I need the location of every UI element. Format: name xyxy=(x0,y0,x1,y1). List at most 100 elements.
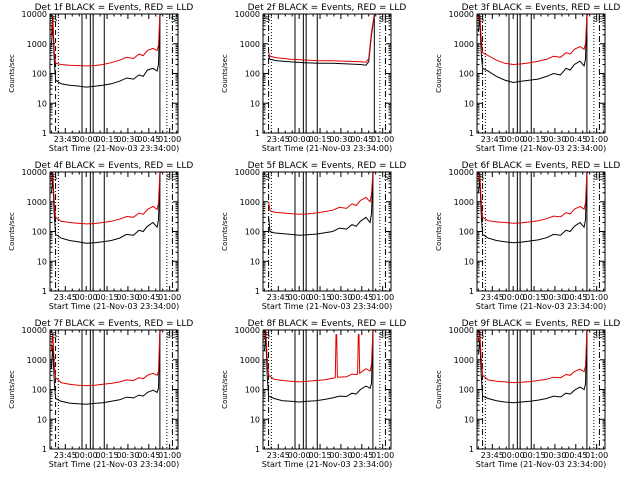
x-tick-label: 01:00 xyxy=(585,451,608,460)
start-marker: S xyxy=(52,331,57,340)
x-tick-label: 00:30 xyxy=(116,135,139,144)
x-tick-label: 00:45 xyxy=(350,293,373,302)
y-tick-label: 1 xyxy=(42,129,47,138)
x-axis-label: Start Time (21-Nov-03 23:34:00) xyxy=(49,302,179,311)
panel-title: Det 2f BLACK = Events, RED = LLD xyxy=(248,3,407,13)
start-marker: S xyxy=(479,173,484,182)
end-marker: S xyxy=(171,15,176,24)
x-tick-label: 01:00 xyxy=(371,135,394,144)
x-axis-label: Start Time (21-Nov-03 23:34:00) xyxy=(476,144,606,153)
panel-title: Det 4f BLACK = Events, RED = LLD xyxy=(35,161,194,171)
y-tick-label: 10 xyxy=(37,99,47,108)
y-axis-label: Counts/sec xyxy=(221,212,229,251)
y-tick-label: 10000 xyxy=(235,168,260,177)
x-tick-label: 00:45 xyxy=(564,135,587,144)
y-tick-label: 1 xyxy=(255,287,260,296)
series-events xyxy=(477,329,589,404)
x-tick-label: 00:30 xyxy=(543,135,566,144)
x-tick-label: 00:45 xyxy=(350,135,373,144)
start-marker: S xyxy=(265,331,270,340)
y-tick-label: 10 xyxy=(250,99,260,108)
x-tick-label: 01:00 xyxy=(158,293,181,302)
series-lld xyxy=(268,14,375,63)
series-events xyxy=(477,171,589,244)
y-tick-label: 10000 xyxy=(235,10,260,19)
x-tick-label: 00:15 xyxy=(96,293,119,302)
y-axis-label: Counts/sec xyxy=(435,370,443,409)
x-tick-label: 00:30 xyxy=(329,135,352,144)
end-marker: SE xyxy=(593,173,603,182)
series-events xyxy=(50,13,162,88)
series-lld xyxy=(477,329,589,384)
y-tick-label: 100 xyxy=(245,386,260,395)
y-tick-label: 10000 xyxy=(22,326,47,335)
x-tick-label: 00:30 xyxy=(116,293,139,302)
panel-title: Det 1f BLACK = Events, RED = LLD xyxy=(35,3,194,13)
x-axis-label: Start Time (21-Nov-03 23:34:00) xyxy=(262,460,392,469)
series-lld xyxy=(50,13,162,67)
y-tick-label: 10 xyxy=(464,257,474,266)
x-tick-label: 00:15 xyxy=(523,451,546,460)
y-axis-label: Counts/sec xyxy=(435,54,443,93)
x-tick-label: 00:30 xyxy=(329,451,352,460)
x-tick-label: 00:30 xyxy=(543,293,566,302)
y-tick-label: 10 xyxy=(464,99,474,108)
x-tick-label: 01:00 xyxy=(158,451,181,460)
end-marker: SE xyxy=(593,331,603,340)
end-marker: S xyxy=(384,173,389,182)
y-tick-label: 10000 xyxy=(22,168,47,177)
x-tick-label: 00:15 xyxy=(96,135,119,144)
y-tick-label: 10000 xyxy=(449,10,474,19)
x-tick-label: 00:30 xyxy=(116,451,139,460)
y-tick-label: 10 xyxy=(250,415,260,424)
y-axis-label: Counts/sec xyxy=(221,370,229,409)
y-tick-label: 1 xyxy=(469,129,474,138)
x-tick-label: 00:00 xyxy=(75,293,98,302)
y-tick-label: 1 xyxy=(42,287,47,296)
x-tick-label: 00:00 xyxy=(75,451,98,460)
series-events xyxy=(268,15,375,66)
y-tick-label: 100 xyxy=(459,386,474,395)
x-tick-label: 23:45 xyxy=(267,293,290,302)
start-marker: S xyxy=(52,15,57,24)
x-tick-label: 01:00 xyxy=(371,293,394,302)
series-lld xyxy=(263,329,375,383)
y-tick-label: 1 xyxy=(469,287,474,296)
x-tick-label: 00:00 xyxy=(288,135,311,144)
y-tick-label: 100 xyxy=(245,228,260,237)
start-marker: S xyxy=(52,173,57,182)
end-marker: SE xyxy=(166,331,176,340)
x-axis-label: Start Time (21-Nov-03 23:34:00) xyxy=(262,302,392,311)
x-tick-label: 00:15 xyxy=(96,451,119,460)
x-tick-label: 00:30 xyxy=(329,293,352,302)
panel-title: Det 7f BLACK = Events, RED = LLD xyxy=(35,319,194,329)
panel-title: Det 8f BLACK = Events, RED = LLD xyxy=(248,319,407,329)
x-tick-label: 00:15 xyxy=(309,451,332,460)
panel-3: Det 3f BLACK = Events, RED = LLD S SE 1 10 10… xyxy=(435,3,620,153)
y-tick-label: 1000 xyxy=(240,40,260,49)
y-tick-label: 100 xyxy=(32,70,47,79)
end-marker: SE xyxy=(379,15,389,24)
x-tick-label: 23:45 xyxy=(54,135,77,144)
y-tick-label: 1000 xyxy=(240,356,260,365)
x-tick-label: 00:15 xyxy=(523,293,546,302)
panel-4: Det 4f BLACK = Events, RED = LLD S SE 1 10 10… xyxy=(8,161,193,311)
plot-frame xyxy=(49,329,179,450)
x-tick-label: 00:30 xyxy=(543,451,566,460)
x-tick-label: 00:45 xyxy=(137,293,160,302)
x-axis-label: Start Time (21-Nov-03 23:34:00) xyxy=(476,460,606,469)
x-tick-label: 00:00 xyxy=(502,293,525,302)
x-tick-label: 01:00 xyxy=(371,451,394,460)
panel-9: Det 9f BLACK = Events, RED = LLD S SE 1 10 10… xyxy=(435,319,620,469)
start-marker: S xyxy=(479,331,484,340)
y-tick-label: 10000 xyxy=(449,168,474,177)
y-axis-label: Counts/sec xyxy=(8,54,16,93)
series-lld xyxy=(50,171,162,225)
y-tick-label: 1 xyxy=(469,445,474,454)
end-marker: SE xyxy=(379,331,389,340)
end-marker: SE xyxy=(593,15,603,24)
x-tick-label: 23:45 xyxy=(481,293,504,302)
y-axis-label: Counts/sec xyxy=(435,212,443,251)
x-axis-label: Start Time (21-Nov-03 23:34:00) xyxy=(476,302,606,311)
series-events xyxy=(263,329,375,403)
